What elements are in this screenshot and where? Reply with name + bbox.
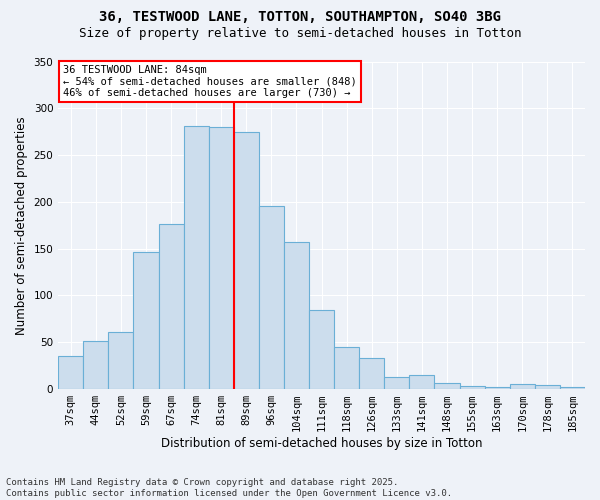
Bar: [560, 387, 585, 389]
Text: Contains HM Land Registry data © Crown copyright and database right 2025.
Contai: Contains HM Land Registry data © Crown c…: [6, 478, 452, 498]
Bar: [259, 206, 284, 389]
Bar: [209, 127, 234, 389]
Bar: [460, 386, 485, 389]
Bar: [83, 342, 109, 389]
Text: 36 TESTWOOD LANE: 84sqm
← 54% of semi-detached houses are smaller (848)
46% of s: 36 TESTWOOD LANE: 84sqm ← 54% of semi-de…: [64, 65, 357, 98]
Bar: [510, 384, 535, 389]
Bar: [409, 375, 434, 389]
Bar: [284, 242, 309, 389]
Bar: [334, 347, 359, 389]
Bar: [359, 358, 385, 389]
Text: 36, TESTWOOD LANE, TOTTON, SOUTHAMPTON, SO40 3BG: 36, TESTWOOD LANE, TOTTON, SOUTHAMPTON, …: [99, 10, 501, 24]
Bar: [58, 356, 83, 389]
Bar: [385, 377, 409, 389]
Bar: [485, 387, 510, 389]
Bar: [133, 252, 158, 389]
Bar: [234, 132, 259, 389]
Bar: [158, 224, 184, 389]
Y-axis label: Number of semi-detached properties: Number of semi-detached properties: [15, 116, 28, 334]
Bar: [535, 386, 560, 389]
Bar: [309, 310, 334, 389]
Bar: [434, 382, 460, 389]
X-axis label: Distribution of semi-detached houses by size in Totton: Distribution of semi-detached houses by …: [161, 437, 482, 450]
Bar: [109, 332, 133, 389]
Text: Size of property relative to semi-detached houses in Totton: Size of property relative to semi-detach…: [79, 28, 521, 40]
Bar: [184, 126, 209, 389]
